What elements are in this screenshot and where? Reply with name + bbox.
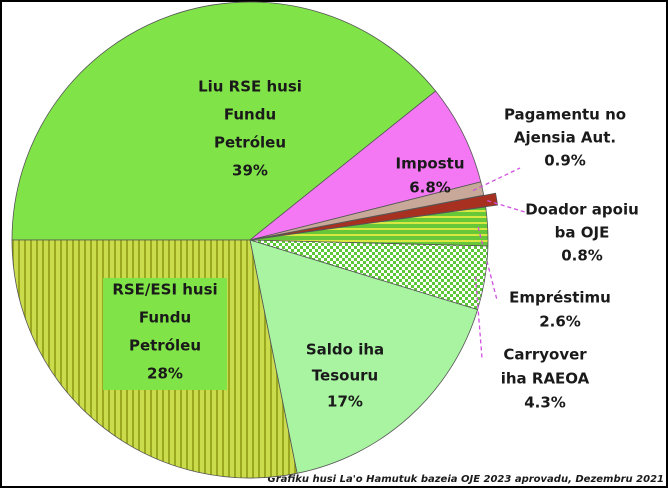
pie-slice	[249, 239, 479, 474]
value-label: 39%	[232, 162, 268, 180]
slice-label: Empréstimu	[509, 289, 611, 307]
slice-label: RSE/ESI husi	[112, 281, 217, 299]
value-label: 28%	[147, 365, 183, 383]
pie-slice	[11, 1, 437, 241]
slice-label: Pagamentu no	[504, 106, 626, 124]
slice-label: Ajensia Aut.	[514, 129, 616, 147]
slice-label: Fundu	[224, 106, 276, 124]
slice-label: Doador apoiu	[525, 201, 639, 219]
leader-line	[472, 167, 521, 192]
slice-label: Carryover	[503, 346, 587, 364]
label-bg	[103, 278, 227, 390]
value-label: 4.3%	[524, 394, 566, 412]
value-label: 2.6%	[539, 313, 581, 331]
value-label: 6.8%	[409, 179, 451, 197]
pie-slice	[261, 192, 498, 239]
slice-label: Fundu	[139, 309, 191, 327]
slice-label: Impostu	[395, 155, 464, 173]
value-label: 0.8%	[561, 247, 603, 265]
value-label: 0.9%	[544, 152, 586, 170]
leader-line	[477, 226, 498, 301]
value-label: 17%	[327, 393, 363, 411]
slice-label: Saldo iha	[306, 341, 384, 359]
slice-label: Petróleu	[129, 337, 201, 355]
slice-label: iha RAEOA	[501, 370, 590, 388]
slice-label: Petróleu	[214, 134, 286, 152]
slice-label: Tesouru	[312, 367, 378, 385]
slice-label: ba OJE	[555, 224, 610, 242]
slice-label: Liu RSE husi	[198, 78, 302, 96]
source-note: Grafiku husi La'o Hamutuk bazeia OJE 202…	[267, 474, 664, 485]
